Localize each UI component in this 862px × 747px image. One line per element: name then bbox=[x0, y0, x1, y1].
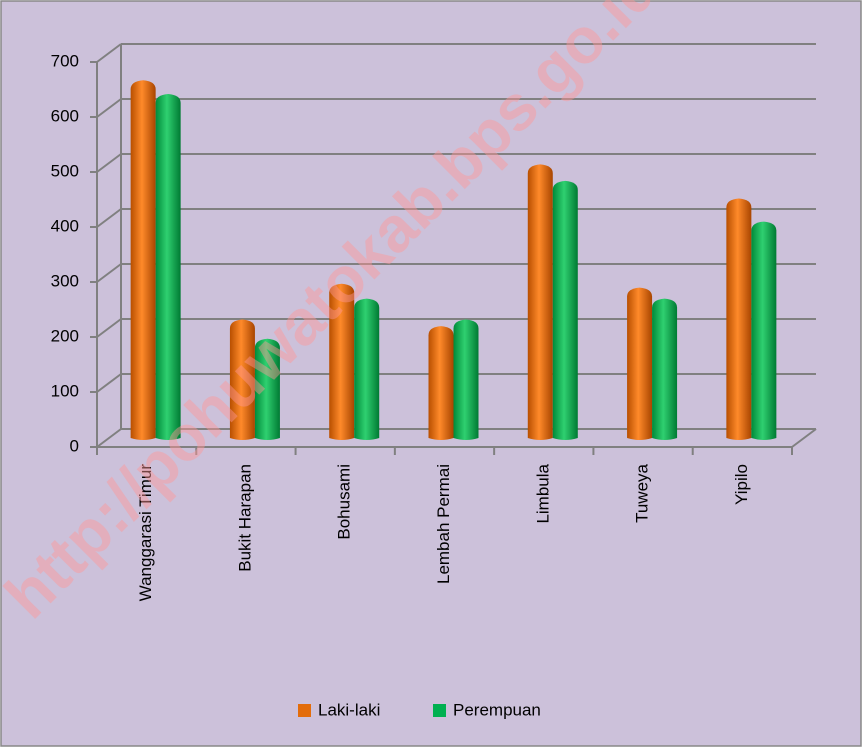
y-tick-label: 0 bbox=[70, 436, 79, 455]
bar bbox=[552, 180, 578, 440]
y-tick-label: 300 bbox=[51, 271, 79, 290]
bar bbox=[428, 326, 454, 440]
legend-swatch bbox=[433, 704, 446, 717]
grid-line bbox=[96, 318, 122, 338]
bar bbox=[329, 283, 355, 440]
grid-line bbox=[96, 208, 122, 228]
legend-label: Laki-laki bbox=[318, 700, 380, 719]
bar bbox=[627, 287, 653, 440]
y-tick-label: 500 bbox=[51, 161, 79, 180]
bar bbox=[155, 94, 181, 440]
legend-label: Perempuan bbox=[453, 700, 541, 719]
y-tick-label: 600 bbox=[51, 106, 79, 125]
grid-line bbox=[96, 373, 122, 393]
x-tick-label: Tuweya bbox=[633, 463, 652, 522]
x-tick-label: Lembah Permai bbox=[434, 464, 453, 584]
legend-swatch bbox=[298, 704, 311, 717]
grid-line bbox=[96, 428, 122, 448]
bar bbox=[130, 80, 156, 440]
floor-edge bbox=[791, 428, 817, 448]
bar bbox=[453, 319, 479, 440]
bar bbox=[229, 319, 255, 440]
bar bbox=[652, 298, 678, 440]
x-tick-label: Bukit Harapan bbox=[235, 464, 254, 572]
x-tick-label: Bohusami bbox=[335, 464, 354, 540]
x-tick-label: Limbula bbox=[533, 463, 552, 523]
y-tick-label: 100 bbox=[51, 381, 79, 400]
x-tick-label: Wanggarasi Timur bbox=[136, 464, 155, 602]
bar bbox=[527, 164, 553, 440]
grid-line bbox=[96, 98, 122, 118]
bar bbox=[354, 298, 380, 440]
bar bbox=[254, 338, 280, 440]
y-tick-label: 700 bbox=[51, 51, 79, 70]
bar bbox=[751, 221, 777, 440]
grid-line bbox=[96, 43, 122, 63]
grid-line bbox=[96, 153, 122, 173]
y-tick-label: 400 bbox=[51, 216, 79, 235]
bar bbox=[726, 198, 752, 440]
y-tick-label: 200 bbox=[51, 326, 79, 345]
grid-line bbox=[96, 263, 122, 283]
x-tick-label: Yipilo bbox=[732, 464, 751, 505]
